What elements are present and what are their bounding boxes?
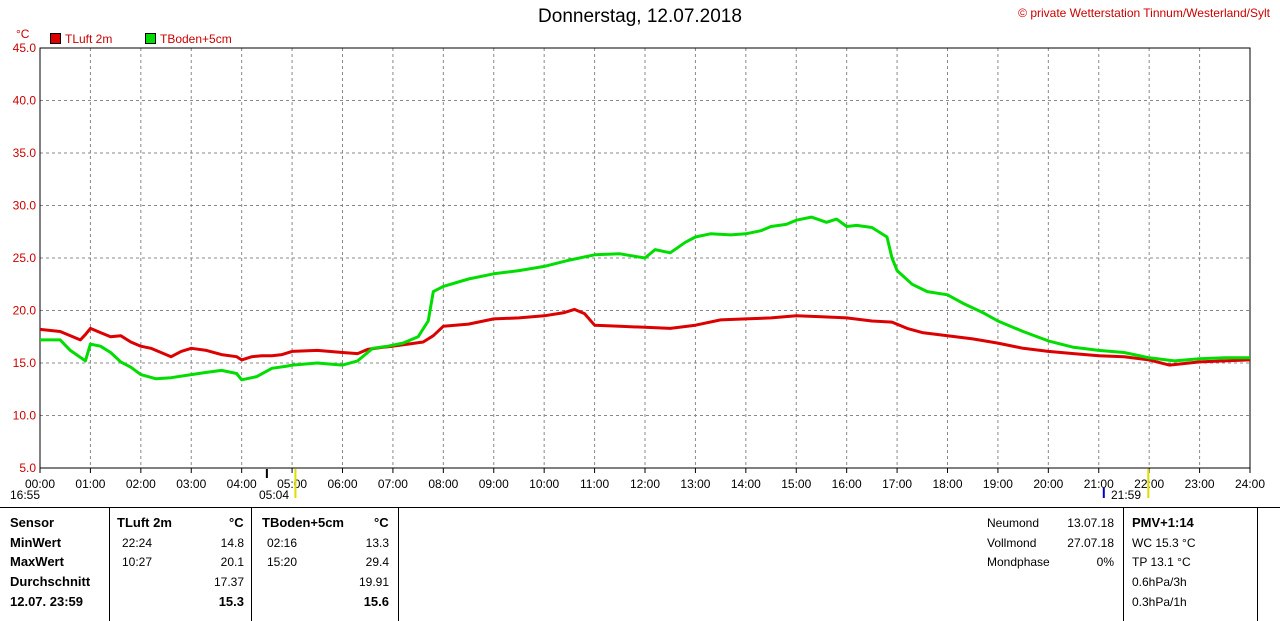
x-tick-label: 04:00: [227, 477, 257, 491]
moon-label-phase: Mondphase: [987, 555, 1050, 569]
legend-swatch-boden: [145, 33, 156, 44]
moon-label-new: Neumond: [987, 516, 1040, 530]
legend-item-boden: TBoden+5cm: [145, 32, 232, 46]
boden-max-time: 15:20: [267, 555, 298, 569]
luft-min-value: 14.8: [220, 536, 244, 550]
luft-max-value: 20.1: [220, 555, 244, 569]
sunset-label: 21:59: [1111, 488, 1142, 502]
luft-avg-value: 17.37: [213, 575, 244, 589]
x-tick-label: 00:00: [25, 477, 55, 491]
moon-value-full: 27.07.18: [1067, 536, 1114, 550]
y-tick-label: 35.0: [13, 146, 37, 160]
y-tick-label: 5.0: [19, 461, 36, 475]
x-tick-label: 13:00: [680, 477, 710, 491]
table-divider-4: [1123, 507, 1124, 621]
x-tick-label: 10:00: [529, 477, 559, 491]
x-tick-label: 24:00: [1235, 477, 1265, 491]
x-tick-label: 06:00: [327, 477, 357, 491]
x-tick-label: 15:00: [781, 477, 811, 491]
boden-avg-value: 19.91: [358, 575, 389, 589]
luft-last-value: 15.3: [218, 594, 244, 609]
y-tick-label: 40.0: [13, 94, 37, 108]
y-axis-unit: °C: [16, 27, 30, 41]
x-tick-label: 14:00: [731, 477, 761, 491]
table-divider-1: [109, 507, 110, 621]
luft-min-time: 22:24: [122, 536, 153, 550]
row-label-avg: Durchschnitt: [10, 574, 91, 589]
boden-min-time: 02:16: [267, 536, 298, 550]
series-line-boden: [40, 215, 1250, 382]
pmv-line-3h: 0.6hPa/3h: [1132, 575, 1187, 589]
series-line-luft: [39, 307, 1251, 367]
y-tick-label: 10.0: [13, 409, 37, 423]
row-label-last: 12.07. 23:59: [10, 594, 84, 609]
x-tick-label: 17:00: [882, 477, 912, 491]
legend-label-luft: TLuft 2m: [65, 32, 113, 46]
pmv-line-wc: WC 15.3 °C: [1132, 536, 1196, 550]
legend-item-luft: TLuft 2m: [50, 32, 112, 46]
x-tick-label: 20:00: [1033, 477, 1063, 491]
pmv-line-tp: TP 13.1 °C: [1132, 555, 1191, 569]
boden-min-value: 13.3: [365, 536, 389, 550]
luft-max-time: 10:27: [122, 555, 153, 569]
row-label-max: MaxWert: [10, 554, 64, 569]
boden-last-value: 15.6: [363, 594, 389, 609]
x-tick-label: 01:00: [75, 477, 105, 491]
x-tick-label: 23:00: [1185, 477, 1215, 491]
legend-swatch-luft: [50, 33, 61, 44]
x-tick-label: 19:00: [983, 477, 1013, 491]
table-divider-5: [1257, 507, 1258, 621]
y-tick-label: 30.0: [13, 199, 37, 213]
x-tick-label: 18:00: [932, 477, 962, 491]
pmv-line-1h: 0.3hPa/1h: [1132, 595, 1187, 609]
x-tick-label: 16:00: [832, 477, 862, 491]
luft-header: TLuft 2m: [117, 515, 172, 530]
x-tick-label: 07:00: [378, 477, 408, 491]
y-tick-label: 15.0: [13, 356, 37, 370]
row-label-min: MinWert: [10, 535, 62, 550]
x-tick-label: 05:00: [277, 477, 307, 491]
boden-header: TBoden+5cm: [262, 515, 344, 530]
x-tick-label: 21:00: [1084, 477, 1114, 491]
pmv-header: PMV+1:14: [1132, 515, 1194, 530]
table-divider-3: [398, 507, 399, 621]
x-tick-label: 09:00: [479, 477, 509, 491]
boden-unit: °C: [374, 515, 389, 530]
copyright-notice: © private Wetterstation Tinnum/Westerlan…: [1018, 6, 1270, 20]
x-tick-label: 03:00: [176, 477, 206, 491]
chart-title: Donnerstag, 12.07.2018: [538, 6, 742, 27]
x-tick-label: 02:00: [126, 477, 156, 491]
plot-frame: [39, 47, 1251, 469]
x-tick-label: 12:00: [630, 477, 660, 491]
boden-max-value: 29.4: [365, 555, 389, 569]
x-tick-label: 11:00: [580, 477, 609, 491]
x-tick-label: 08:00: [428, 477, 458, 491]
table-divider-2: [251, 507, 252, 621]
y-tick-label: 45.0: [13, 41, 37, 55]
y-tick-label: 25.0: [13, 251, 37, 265]
moon-label-full: Vollmond: [987, 536, 1037, 550]
y-tick-label: 20.0: [13, 304, 37, 318]
left-time-label: 16:55: [10, 488, 41, 502]
moon-value-new: 13.07.18: [1067, 516, 1114, 530]
sensor-header: Sensor: [10, 515, 55, 530]
legend-label-boden: TBoden+5cm: [160, 32, 232, 46]
luft-unit: °C: [229, 515, 244, 530]
sunrise-label: 05:04: [259, 488, 290, 502]
moon-value-phase: 0%: [1096, 555, 1114, 569]
table-top-divider: [0, 507, 1280, 508]
x-tick-label: 22:00: [1134, 477, 1164, 491]
